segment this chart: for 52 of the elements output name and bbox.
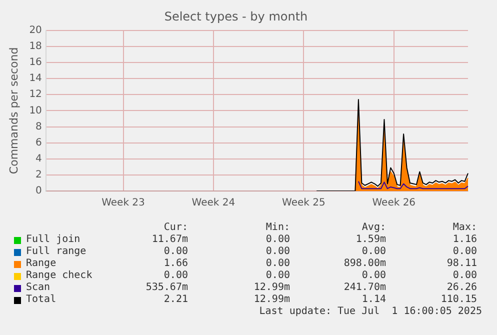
y-tick-label: 2 xyxy=(36,170,42,181)
y-tick-label: 4 xyxy=(36,153,42,164)
y-axis-title: Commands per second xyxy=(7,47,20,174)
legend-label: Total xyxy=(26,294,56,306)
y-tick-label: 12 xyxy=(29,89,42,100)
x-tick-label: Week 24 xyxy=(192,198,236,209)
y-tick-label: 0 xyxy=(36,186,42,197)
text: 241.70m xyxy=(344,282,386,294)
chart-title: Select types - by month xyxy=(164,9,308,24)
text: 1.16 xyxy=(452,234,477,246)
text: 1.14 xyxy=(362,294,386,306)
text: 0.00 xyxy=(452,246,477,258)
text: 26.26 xyxy=(446,282,477,294)
legend-label: Full join xyxy=(26,234,80,246)
text: 110.15 xyxy=(440,294,477,306)
y-tick-label: 8 xyxy=(36,121,42,132)
text: 1.66 xyxy=(164,258,188,270)
text: 1.59m xyxy=(356,234,386,246)
y-tick-label: 14 xyxy=(29,73,42,84)
text: 98.11 xyxy=(446,258,477,270)
text: Max: xyxy=(452,222,477,234)
text: 11.67m xyxy=(152,234,188,246)
text: 0.00 xyxy=(164,270,188,282)
text: 0.00 xyxy=(266,270,290,282)
text: Cur: xyxy=(164,222,188,234)
text: 898.00m xyxy=(344,258,386,270)
legend-label: Full range xyxy=(26,246,86,258)
legend-label: Scan xyxy=(26,282,50,294)
text: 0.00 xyxy=(362,246,386,258)
text: 0.00 xyxy=(266,246,290,258)
y-tick-label: 18 xyxy=(29,41,42,52)
text: 535.67m xyxy=(146,282,188,294)
text: 12.99m xyxy=(254,294,290,306)
text: 0.00 xyxy=(452,270,477,282)
text: Last update: Tue Jul 1 16:00:05 2025 xyxy=(259,306,482,318)
x-tick-label: Week 23 xyxy=(102,198,145,209)
y-tick-label: 6 xyxy=(36,137,42,148)
y-tick-label: 16 xyxy=(29,57,42,68)
legend-label: Range check xyxy=(26,270,92,282)
text: 2.21 xyxy=(164,294,188,306)
text: Avg: xyxy=(362,222,386,234)
text: 0.00 xyxy=(362,270,386,282)
text: 0.00 xyxy=(266,258,290,270)
text: 0.00 xyxy=(164,246,188,258)
y-tick-label: 20 xyxy=(29,24,42,36)
y-tick-label: 10 xyxy=(29,105,42,116)
x-tick-label: Week 26 xyxy=(372,198,416,209)
text: 12.99m xyxy=(254,282,290,294)
text: Min: xyxy=(266,222,290,234)
legend-label: Range xyxy=(26,258,56,270)
x-tick-label: Week 25 xyxy=(282,198,326,209)
text: 0.00 xyxy=(266,234,290,246)
